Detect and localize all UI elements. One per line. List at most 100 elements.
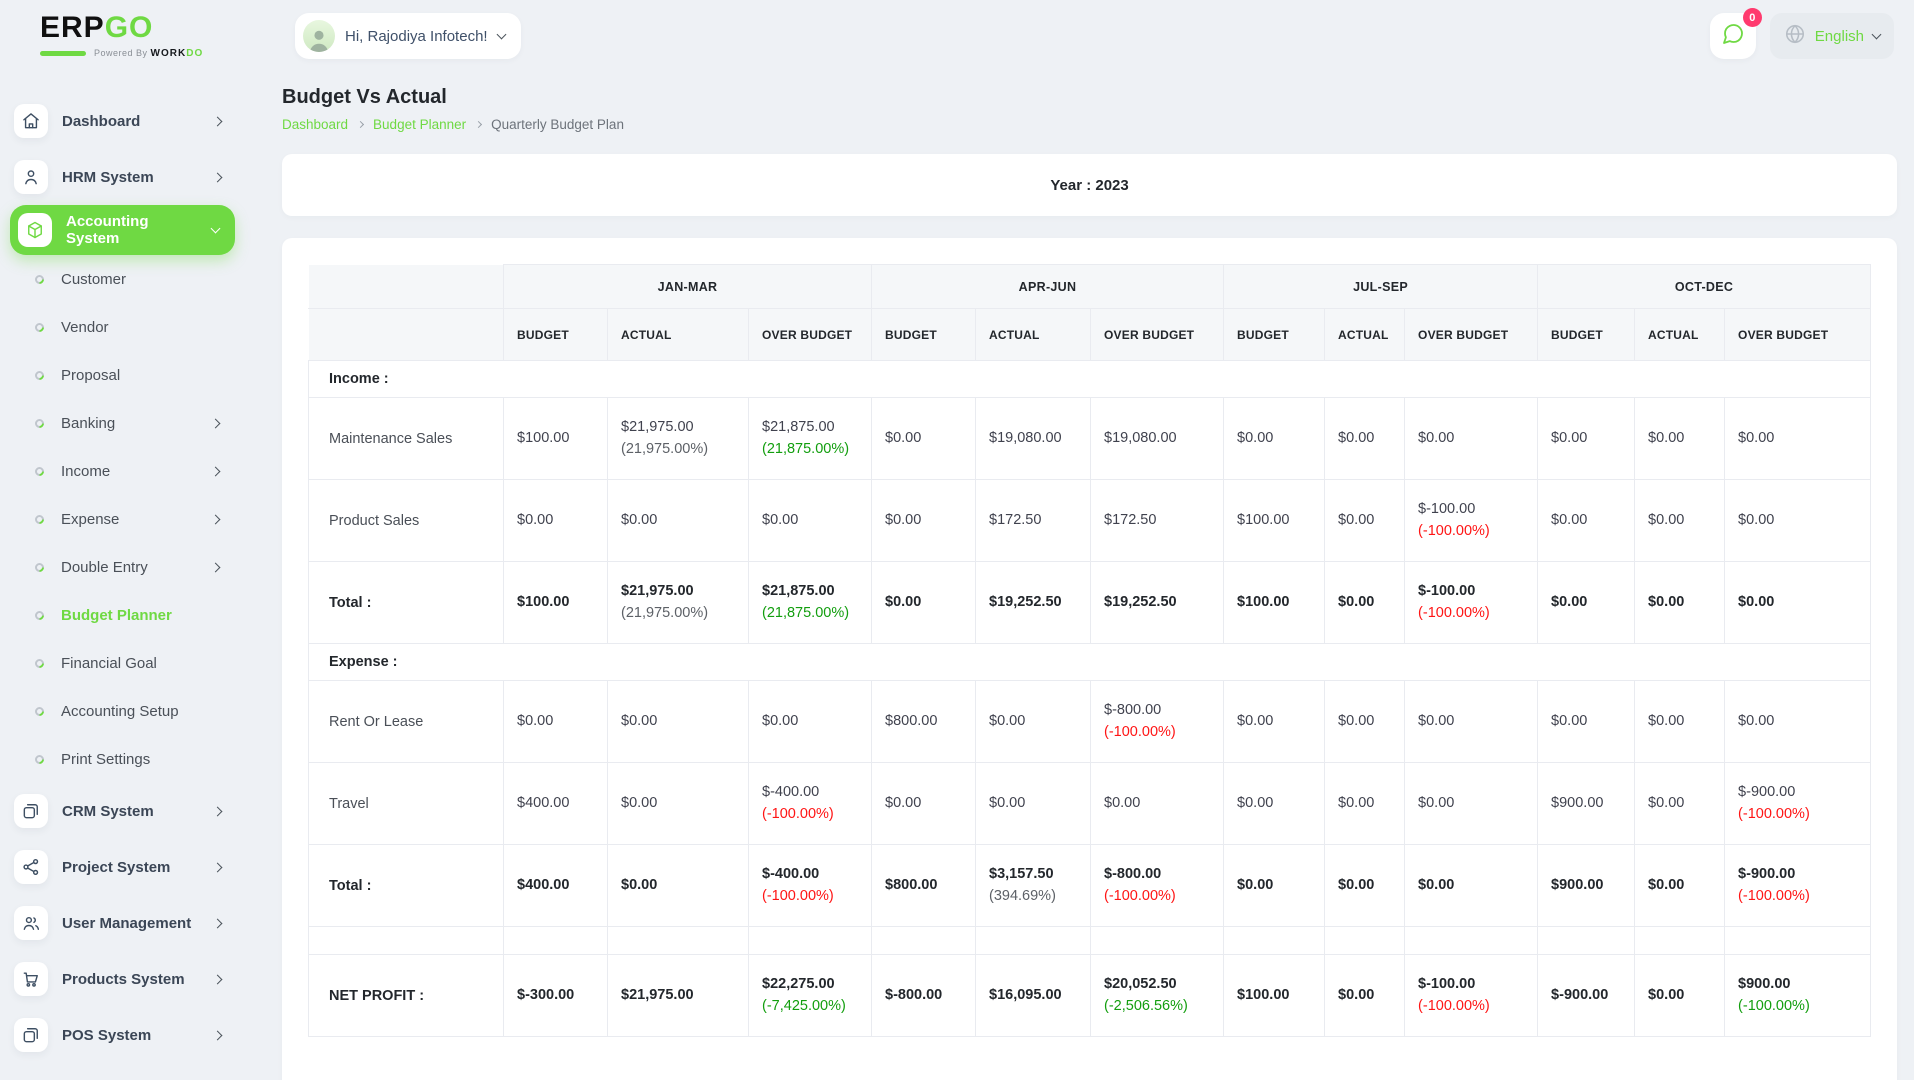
value-cell: $0.00: [1324, 397, 1406, 480]
globe-icon: [1784, 23, 1806, 50]
chevron-right-icon: [475, 120, 483, 129]
user-icon: [14, 160, 48, 194]
value-cell: $0.00: [1324, 844, 1406, 927]
value-cell: $0.00: [1223, 762, 1326, 845]
home-icon: [14, 104, 48, 138]
value-cell: $0.00: [1724, 397, 1872, 480]
sidebar-item-dashboard[interactable]: Dashboard: [0, 93, 247, 149]
sidebar-item-pos-system[interactable]: POS System: [0, 1007, 247, 1063]
value-cell: $0.00: [1404, 680, 1539, 763]
value-cell: $0.00: [871, 479, 976, 562]
value-cell: $100.00: [503, 397, 608, 480]
column-header-over-budget: OVER BUDGET: [748, 308, 872, 361]
breadcrumb-budget-planner[interactable]: Budget Planner: [373, 117, 467, 132]
value-cell: $100.00: [1223, 954, 1326, 1037]
value-cell: $-800.00 (-100.00%): [1089, 844, 1225, 927]
section-row-expense: Expense :: [307, 643, 1872, 681]
corner-cell: [308, 264, 504, 309]
topbar: ERPGO Powered By WORKDO Hi, Rajodiya Inf…: [0, 0, 1914, 72]
user-greeting: Hi, Rajodiya Infotech!: [345, 27, 488, 45]
value-cell: $0.00: [1724, 561, 1872, 644]
value-cell: $0.00: [871, 561, 976, 644]
row-label: Rent Or Lease: [308, 680, 504, 763]
sidebar-item-budget-planner[interactable]: Budget Planner: [0, 591, 247, 639]
chevron-right-icon: [357, 120, 365, 129]
value-cell: $0.00: [1223, 844, 1326, 927]
value-cell: $0.00: [975, 762, 1091, 845]
value-cell: $22,275.00 (-7,425.00%): [748, 954, 872, 1037]
value-cell: $19,080.00: [1089, 397, 1225, 480]
column-header-over-budget: OVER BUDGET: [1404, 308, 1539, 361]
bullet-icon: [33, 272, 46, 286]
value-cell: $-100.00 (-100.00%): [1404, 479, 1539, 562]
column-header-actual: ACTUAL: [607, 308, 749, 361]
value-cell: $19,252.50: [1089, 561, 1225, 644]
section-label: Expense :: [307, 643, 1872, 681]
sidebar-item-accounting-setup[interactable]: Accounting Setup: [0, 687, 247, 735]
sidebar-item-banking[interactable]: Banking: [0, 399, 247, 447]
language-selector[interactable]: English: [1769, 13, 1894, 59]
sidebar-item-accounting-system[interactable]: Accounting System: [10, 205, 235, 255]
chevron-right-icon: [212, 918, 223, 928]
value-cell: $0.00: [1634, 680, 1726, 763]
chevron-right-icon: [212, 806, 223, 816]
pos-icon: [14, 1018, 48, 1052]
value-cell: $19,080.00: [975, 397, 1091, 480]
value-cell: $0.00: [1634, 844, 1726, 927]
sidebar-item-label: Vendor: [61, 318, 109, 336]
chevron-right-icon: [210, 466, 221, 476]
avatar: [303, 20, 335, 52]
sidebar-item-user-management[interactable]: User Management: [0, 895, 247, 951]
breadcrumb-current: Quarterly Budget Plan: [491, 117, 624, 132]
value-cell: $0.00: [1324, 954, 1406, 1037]
section-row-income: Income :: [307, 360, 1872, 398]
budget-vs-actual-table: JAN-MAR APR-JUN JUL-SEP OCT-DEC BUDGET ACTUAL…: [307, 264, 1872, 1037]
value-cell: $900.00 (-100.00%): [1724, 954, 1872, 1037]
table-row-travel: Travel $400.00 $0.00 $-400.00 (-100.00%) $0.0…: [308, 762, 1872, 845]
sidebar-item-income[interactable]: Income: [0, 447, 247, 495]
cart-icon: [14, 962, 48, 996]
page-title: Budget Vs Actual: [282, 86, 447, 108]
value-cell: $0.00: [1404, 397, 1539, 480]
sidebar-item-proposal[interactable]: Proposal: [0, 351, 247, 399]
sidebar-item-crm-system[interactable]: CRM System: [0, 783, 247, 839]
value-cell: $0.00: [1634, 954, 1726, 1037]
value-cell: $0.00: [1634, 762, 1726, 845]
year-label: Year : 2023: [1050, 176, 1129, 194]
value-cell: $19,252.50: [975, 561, 1091, 644]
sidebar-item-project-system[interactable]: Project System: [0, 839, 247, 895]
quarter-header-jul-sep: JUL-SEP: [1223, 264, 1539, 309]
sidebar-item-double-entry[interactable]: Double Entry: [0, 543, 247, 591]
value-cell: $0.00: [1324, 561, 1406, 644]
sidebar-item-products-system[interactable]: Products System: [0, 951, 247, 1007]
sidebar-item-print-settings[interactable]: Print Settings: [0, 735, 247, 783]
sidebar-item-hrm-system[interactable]: HRM System: [0, 149, 247, 205]
column-header-actual: ACTUAL: [975, 308, 1091, 361]
row-label: Maintenance Sales: [308, 397, 504, 480]
breadcrumb-dashboard[interactable]: Dashboard: [282, 117, 349, 132]
corner-cell: [308, 308, 504, 361]
sidebar-item-vendor[interactable]: Vendor: [0, 303, 247, 351]
bullet-icon: [33, 320, 46, 334]
value-cell: $-900.00: [1537, 954, 1636, 1037]
bullet-icon: [33, 656, 46, 670]
value-cell: $0.00: [1223, 680, 1326, 763]
value-cell: $21,975.00 (21,975.00%): [607, 397, 749, 480]
year-card: Year : 2023: [282, 154, 1898, 216]
user-menu[interactable]: Hi, Rajodiya Infotech!: [295, 13, 521, 59]
language-label: English: [1814, 27, 1864, 45]
value-cell: $0.00: [1089, 762, 1225, 845]
sidebar-item-financial-goal[interactable]: Financial Goal: [0, 639, 247, 687]
bullet-icon: [33, 416, 46, 430]
value-cell: $0.00: [1724, 479, 1872, 562]
value-cell: $0.00: [607, 762, 749, 845]
main-content: Budget Vs Actual Dashboard Budget Planne…: [247, 72, 1914, 1080]
value-cell: $-400.00 (-100.00%): [748, 762, 872, 845]
messages-button[interactable]: 0: [1709, 8, 1762, 59]
sidebar-item-expense[interactable]: Expense: [0, 495, 247, 543]
erpgo-logo[interactable]: ERPGO Powered By WORKDO: [0, 13, 247, 59]
value-cell: $900.00: [1537, 762, 1636, 845]
chevron-right-icon: [210, 514, 221, 524]
value-cell: $-800.00: [871, 954, 976, 1037]
sidebar-item-customer[interactable]: Customer: [0, 255, 247, 303]
